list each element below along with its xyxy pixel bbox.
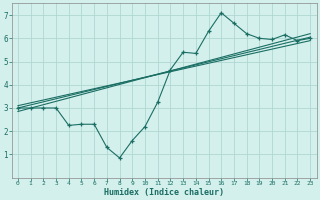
X-axis label: Humidex (Indice chaleur): Humidex (Indice chaleur) (104, 188, 224, 197)
